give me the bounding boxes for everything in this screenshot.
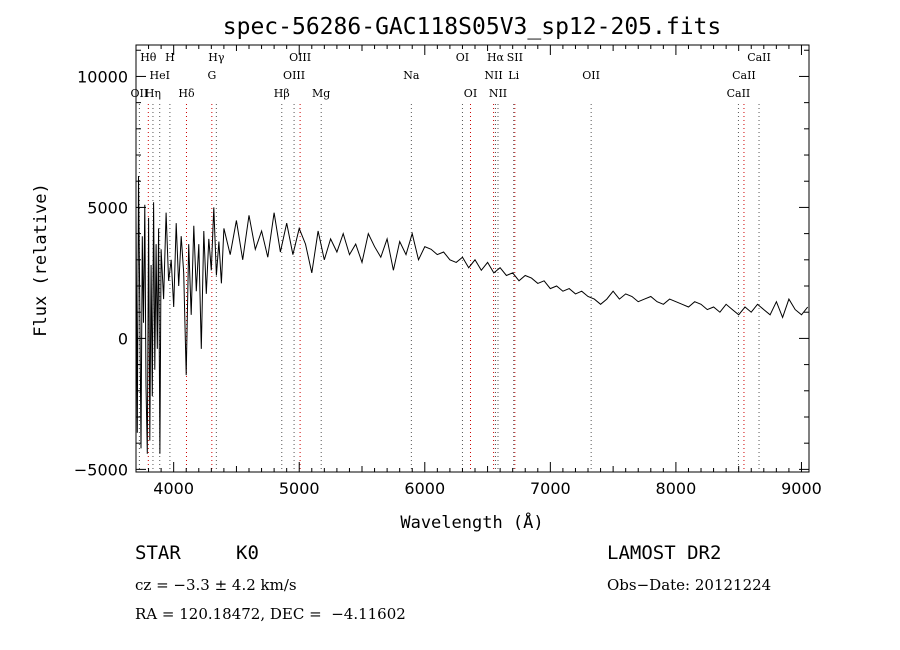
y-tick-label: 5000	[87, 198, 128, 217]
plot-frame	[135, 44, 810, 473]
marker-label: SII	[507, 51, 523, 64]
marker-label: Li	[508, 69, 519, 82]
x-axis: 4000 5000 6000 7000 8000 9000	[148, 45, 822, 498]
x-tick-label: 5000	[279, 479, 320, 498]
marker-label: CaII	[732, 69, 756, 82]
marker-label: CaII	[727, 87, 751, 100]
object-class: STAR	[135, 542, 181, 564]
marker-label: Na	[403, 69, 420, 82]
observation-date: Obs−Date: 20121224	[607, 576, 772, 594]
marker-label: HeI	[150, 69, 170, 82]
marker-label: Hθ	[140, 51, 157, 64]
marker-label: Hβ	[274, 87, 290, 100]
redshift-velocity: cz = −3.3 ± 4.2 km/s	[135, 576, 297, 594]
marker-label: G	[207, 69, 216, 82]
y-tick-label: 10000	[77, 67, 128, 86]
marker-label: OIII	[283, 69, 305, 82]
y-tick-label: −5000	[74, 460, 128, 479]
marker-label: NII	[489, 87, 507, 100]
marker-label: Hη	[145, 87, 161, 100]
x-tick-label: 8000	[656, 479, 697, 498]
marker-label: Mg	[312, 87, 330, 100]
marker-label: H	[165, 51, 175, 64]
marker-label: OI	[456, 51, 469, 64]
marker-label: OIII	[289, 51, 311, 64]
x-axis-label: Wavelength (Å)	[400, 511, 543, 533]
marker-label: OI	[464, 87, 477, 100]
marker-label: CaII	[747, 51, 771, 64]
x-tick-label: 4000	[153, 479, 194, 498]
marker-label: NII	[484, 69, 502, 82]
coordinates: RA = 120.18472, DEC = −4.11602	[135, 605, 406, 623]
y-axis: −5000 0 5000 10000	[74, 49, 809, 479]
spectrum-line	[135, 175, 809, 454]
marker-label: Hα	[487, 51, 505, 64]
spectral-subclass: K0	[236, 542, 259, 564]
marker-label: OII	[582, 69, 600, 82]
marker-label: Hδ	[178, 87, 195, 100]
y-tick-label: 0	[118, 329, 128, 348]
x-tick-label: 6000	[404, 479, 445, 498]
x-tick-label: 7000	[530, 479, 571, 498]
survey-name: LAMOST DR2	[607, 542, 722, 564]
x-tick-label: 9000	[781, 479, 822, 498]
y-axis-label: Flux (relative)	[31, 183, 51, 337]
marker-label: Hγ	[208, 51, 225, 64]
marker-label: OII	[131, 87, 149, 100]
chart-title: spec-56286-GAC118S05V3_sp12-205.fits	[223, 14, 722, 40]
